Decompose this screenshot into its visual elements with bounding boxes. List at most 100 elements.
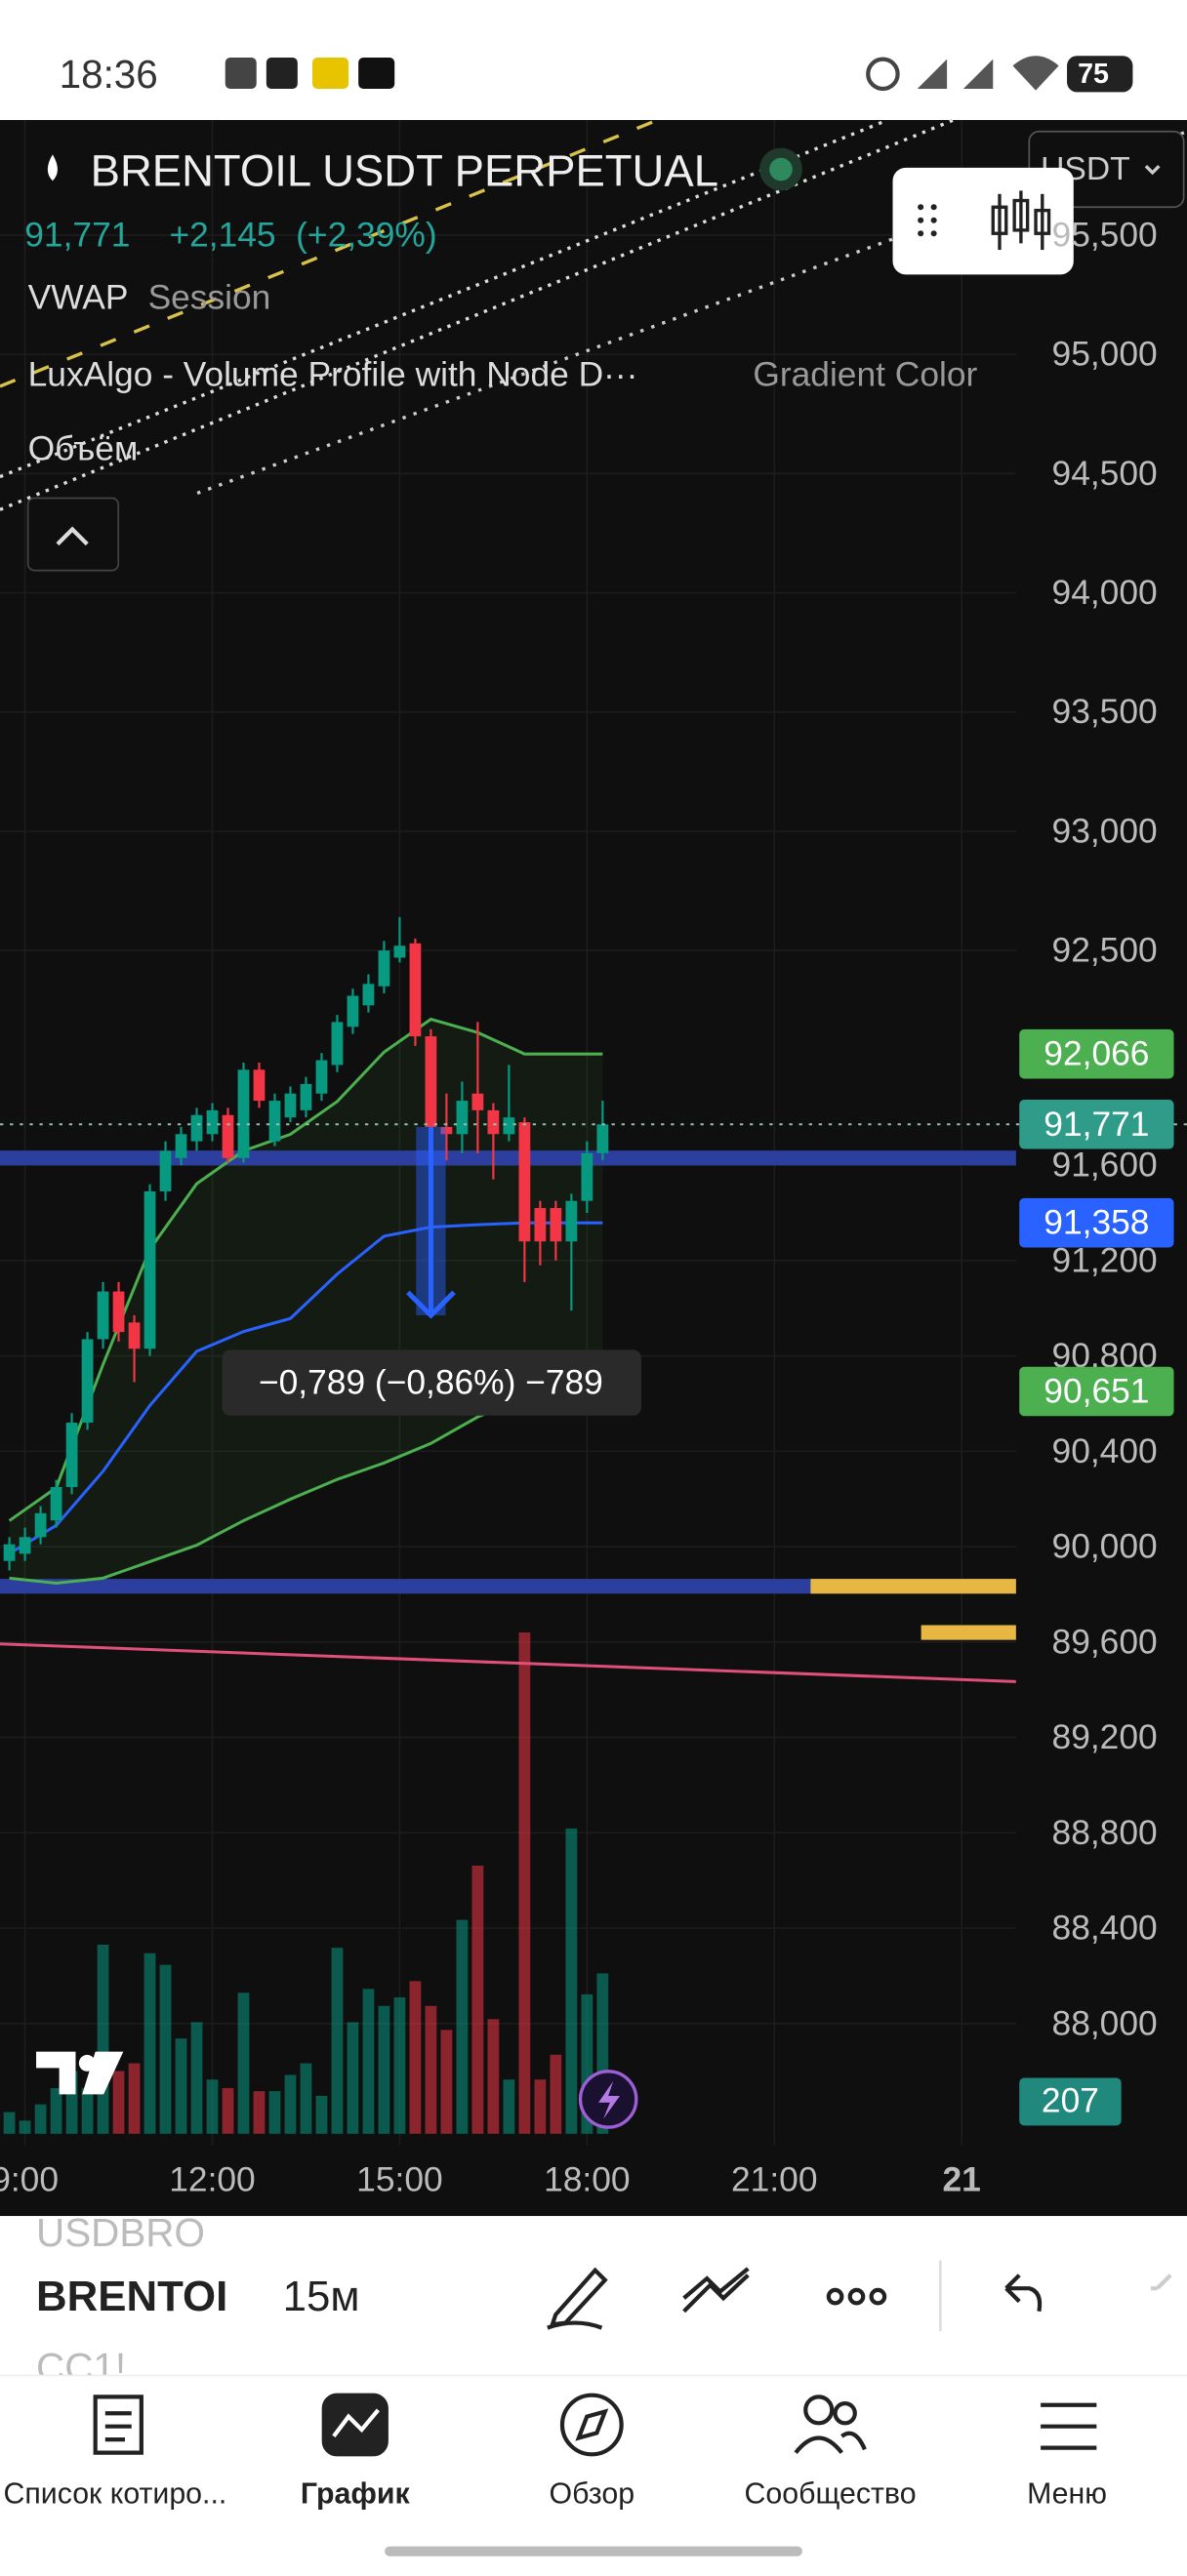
volume-bar — [175, 2038, 187, 2134]
indicator-name[interactable]: Объём — [28, 429, 139, 467]
candle-body — [237, 1069, 250, 1158]
volume-bar — [534, 2079, 547, 2134]
price-label-bg — [1019, 1197, 1174, 1248]
volume-bar — [237, 1992, 250, 2134]
indicator-name[interactable]: VWAP — [28, 278, 129, 316]
volume-bar — [378, 2005, 390, 2134]
overlay-line — [0, 1642, 1016, 1683]
volume-bar — [425, 2005, 437, 2134]
volume-bar — [550, 2054, 562, 2134]
volume-bar — [97, 1945, 109, 2134]
price-label: 91,358 — [1044, 1204, 1149, 1242]
candle-body — [143, 1190, 156, 1349]
y-tick-label: 94,500 — [1052, 455, 1158, 493]
volume-bar — [503, 2079, 515, 2134]
collapse-button[interactable] — [26, 497, 120, 572]
volume-bar — [143, 1952, 156, 2134]
volume-bar — [331, 1948, 344, 2134]
candle-body — [222, 1114, 234, 1158]
volume-bar — [50, 2087, 62, 2134]
candle-body — [487, 1109, 500, 1135]
candle-body — [300, 1083, 312, 1110]
candle-body — [503, 1117, 515, 1135]
status-icons — [225, 56, 1059, 92]
price-label: 92,066 — [1044, 1035, 1149, 1073]
candle-body — [425, 1036, 437, 1127]
overlay-line — [8, 1221, 603, 1555]
x-tick-label: 18:00 — [544, 2160, 630, 2198]
candle-body — [362, 984, 375, 1006]
candle-body — [347, 995, 359, 1027]
nav-label[interactable]: График — [301, 2477, 411, 2510]
y-tick-label: 92,500 — [1052, 932, 1158, 970]
y-tick-label: 93,500 — [1052, 693, 1158, 731]
volume-bar — [222, 2087, 234, 2134]
symbol-prev[interactable]: USDBRO — [36, 2210, 205, 2255]
candle-body — [50, 1486, 62, 1521]
volume-bar — [284, 2074, 297, 2134]
volume-bar — [190, 2022, 203, 2134]
volume-bar — [315, 2095, 328, 2134]
volume-bar — [159, 1964, 172, 2134]
tv-logo — [36, 2051, 124, 2095]
volume-bar — [34, 2104, 47, 2134]
candle-body — [112, 1291, 125, 1333]
battery — [1067, 56, 1133, 93]
candle-body — [175, 1134, 187, 1158]
price-label: 91,771 — [1044, 1106, 1149, 1144]
chart-type-button[interactable] — [892, 167, 1074, 275]
volume-bar — [128, 2063, 141, 2134]
nav-label[interactable]: Сообщество — [744, 2477, 916, 2510]
legend: BRENTOIL USDT PERPETUAL 91,771 +2,145 (+… — [24, 146, 977, 572]
change-pct: (+2,39%) — [296, 216, 436, 254]
indicator-setting: Gradient Color — [753, 356, 977, 394]
candle-body — [81, 1339, 94, 1424]
plot — [0, 119, 1016, 2146]
y-tick-label: 88,800 — [1052, 1814, 1158, 1852]
candle-body — [440, 1126, 453, 1135]
candle-body — [284, 1093, 297, 1118]
candle-body — [190, 1114, 203, 1142]
candle-body — [65, 1423, 78, 1487]
price-label: 90,651 — [1044, 1372, 1149, 1410]
volume-bar — [3, 2112, 16, 2134]
nav-label[interactable]: Меню — [1027, 2477, 1107, 2510]
nav-labels: Список котиро... График Обзор Сообщество… — [3, 2477, 1107, 2510]
symbol[interactable]: BRENTOI — [36, 2273, 227, 2320]
indicator-name[interactable]: LuxAlgo - Volume Profile with Node D··· — [28, 356, 638, 394]
last-price: 91,771 — [24, 216, 130, 254]
chart-area[interactable] — [0, 119, 1187, 2217]
nav-label[interactable]: Список котиро... — [3, 2477, 226, 2510]
volume-bar — [409, 1981, 422, 2134]
volume-bar — [362, 1989, 375, 2134]
overlay-line — [8, 1017, 603, 1522]
fade — [225, 2260, 259, 2335]
y-tick-label: 91,200 — [1052, 1241, 1158, 1279]
y-tick-label: 90,000 — [1052, 1528, 1158, 1566]
y-tick-label: 88,000 — [1052, 2004, 1158, 2042]
nav-label[interactable]: Обзор — [550, 2477, 635, 2510]
volume-bar — [456, 1919, 469, 2134]
measure-label-bg — [222, 1349, 641, 1416]
interval[interactable]: 15м — [283, 2273, 360, 2320]
symbol-title: BRENTOIL USDT PERPETUAL — [91, 146, 718, 196]
y-tick-label: 90,400 — [1052, 1432, 1158, 1470]
volume-label-bg — [1019, 2077, 1122, 2126]
candle-body — [331, 1022, 344, 1066]
volume-bar — [518, 1631, 531, 2134]
battery-level: 75 — [1078, 59, 1109, 90]
y-tick-label: 94,000 — [1052, 574, 1158, 612]
volume-bar — [112, 2071, 125, 2134]
candle-body — [268, 1101, 281, 1142]
y-tick-label: 93,000 — [1052, 812, 1158, 850]
y-tick-label: 88,400 — [1052, 1910, 1158, 1948]
candle-body — [534, 1208, 547, 1242]
volume-bar — [253, 2091, 266, 2134]
x-tick-label: 21:00 — [731, 2160, 817, 2198]
y-tick-label: 91,600 — [1052, 1147, 1158, 1185]
home-indicator — [385, 2546, 802, 2556]
x-tick-label: 12:00 — [169, 2160, 255, 2198]
candle-body — [456, 1101, 469, 1135]
candle-body — [19, 1537, 31, 1554]
alert-icon — [598, 2080, 620, 2119]
